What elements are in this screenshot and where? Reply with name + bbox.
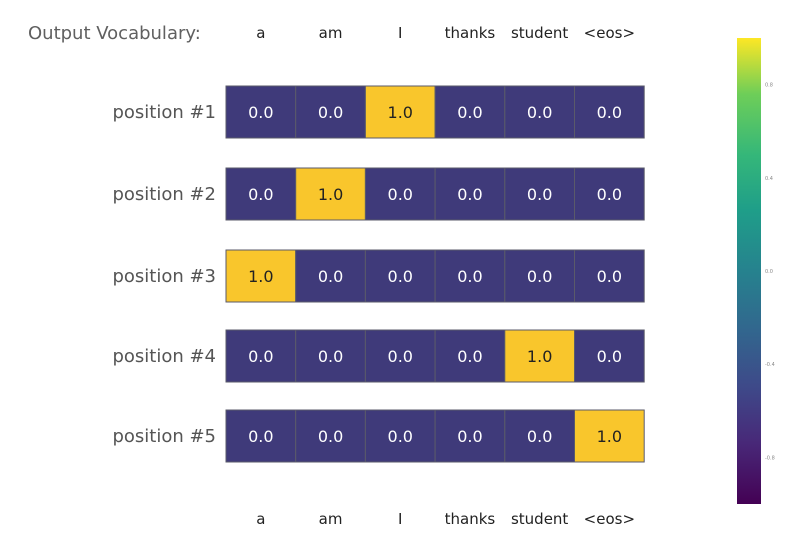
cell-value-label: 0.0 (457, 103, 482, 122)
cell-value-label: 0.0 (388, 185, 413, 204)
cell-value-label: 0.0 (527, 185, 552, 204)
cell-value-label: 0.0 (318, 427, 343, 446)
cell-value-label: 0.0 (318, 267, 343, 286)
cell-value-label: 0.0 (527, 427, 552, 446)
row-label: position #1 (112, 102, 216, 123)
top-vocab-word: <eos> (584, 24, 635, 42)
row-label: position #2 (112, 184, 216, 205)
bottom-vocab-word: thanks (445, 510, 496, 528)
heatmap-cell (574, 167, 645, 221)
colorbar (737, 38, 761, 504)
cell-value-label: 1.0 (388, 103, 413, 122)
row-label: position #3 (112, 266, 216, 287)
heatmap-cell (364, 85, 436, 139)
heatmap-cell (574, 409, 645, 463)
heatmap-cell (504, 329, 575, 383)
cell-value-label: 0.0 (388, 347, 413, 366)
heatmap-cell (504, 85, 575, 139)
colorbar-tick-label: 0.4 (765, 176, 773, 182)
top-vocab-word: am (319, 24, 343, 42)
cell-value-label: 0.0 (248, 103, 273, 122)
heatmap-cell (434, 167, 506, 221)
bottom-vocab-word: student (511, 510, 568, 528)
heatmap-cell (504, 249, 575, 303)
cell-value-label: 0.0 (388, 427, 413, 446)
cell-value-label: 0.0 (597, 185, 622, 204)
cell-value-label: 0.0 (527, 267, 552, 286)
cell-value-label: 0.0 (527, 103, 552, 122)
cell-value-label: 0.0 (457, 427, 482, 446)
colorbar-tick-label: -0.4 (765, 362, 775, 368)
top-vocab-word: thanks (445, 24, 496, 42)
heatmap-cell (504, 409, 575, 463)
cell-value-label: 0.0 (457, 267, 482, 286)
colorbar-tick-label: 0.8 (765, 83, 773, 89)
top-vocab-word: student (511, 24, 568, 42)
heatmap-cell (364, 167, 436, 221)
bottom-vocab-word: I (398, 510, 402, 528)
top-vocab-word: I (398, 24, 402, 42)
bottom-vocab-word: am (319, 510, 343, 528)
cell-value-label: 0.0 (457, 347, 482, 366)
heatmap-cell (434, 409, 506, 463)
cell-value-label: 0.0 (318, 103, 343, 122)
row-label: position #5 (112, 426, 216, 447)
heatmap-cell (364, 329, 436, 383)
cell-value-label: 0.0 (318, 347, 343, 366)
vocab-title: Output Vocabulary: (28, 23, 201, 44)
heatmap-cell (574, 329, 645, 383)
heatmap-cell (434, 249, 506, 303)
cell-value-label: 0.0 (248, 347, 273, 366)
cell-value-label: 0.0 (597, 347, 622, 366)
heatmap-cell (295, 329, 366, 383)
cell-value-label: 1.0 (248, 267, 273, 286)
bottom-vocab-word: a (256, 510, 265, 528)
cell-value-label: 0.0 (248, 427, 273, 446)
heatmap-row: position #5 0.0 0.0 0.0 0.0 0.0 1.0 (112, 409, 645, 463)
cell-value-label: 0.0 (597, 267, 622, 286)
heatmap-cell (225, 409, 297, 463)
cell-value-label: 1.0 (527, 347, 552, 366)
top-vocab-word: a (256, 24, 265, 42)
colorbar-tick-label: 0.0 (765, 269, 773, 275)
heatmap-cell (574, 249, 645, 303)
cell-value-label: 1.0 (318, 185, 343, 204)
heatmap-cell (295, 85, 366, 139)
colorbar-ticks: 0.8 0.4 0.0 -0.4 -0.8 (765, 83, 775, 462)
row-label: position #4 (112, 346, 216, 367)
heatmap-cell (434, 329, 506, 383)
heatmap-cell (574, 85, 645, 139)
heatmap-row: position #2 0.0 1.0 0.0 0.0 0.0 0.0 (112, 167, 645, 221)
heatmap-cell (295, 167, 366, 221)
cell-value-label: 0.0 (388, 267, 413, 286)
heatmap-row: position #3 1.0 0.0 0.0 0.0 0.0 0.0 (112, 249, 645, 303)
heatmap-cell (364, 409, 436, 463)
heatmap-row: position #1 0.0 0.0 1.0 0.0 0.0 0.0 (112, 85, 645, 139)
bottom-vocab-word: <eos> (584, 510, 635, 528)
heatmap-cell (225, 249, 297, 303)
cell-value-label: 0.0 (457, 185, 482, 204)
heatmap-cell (225, 85, 297, 139)
heatmap-row: position #4 0.0 0.0 0.0 0.0 1.0 0.0 (112, 329, 645, 383)
heatmap-cell (225, 167, 297, 221)
cell-value-label: 1.0 (597, 427, 622, 446)
heatmap-cell (295, 249, 366, 303)
cell-value-label: 0.0 (248, 185, 273, 204)
heatmap-cell (225, 329, 297, 383)
cell-value-label: 0.0 (597, 103, 622, 122)
colorbar-tick-label: -0.8 (765, 455, 775, 461)
